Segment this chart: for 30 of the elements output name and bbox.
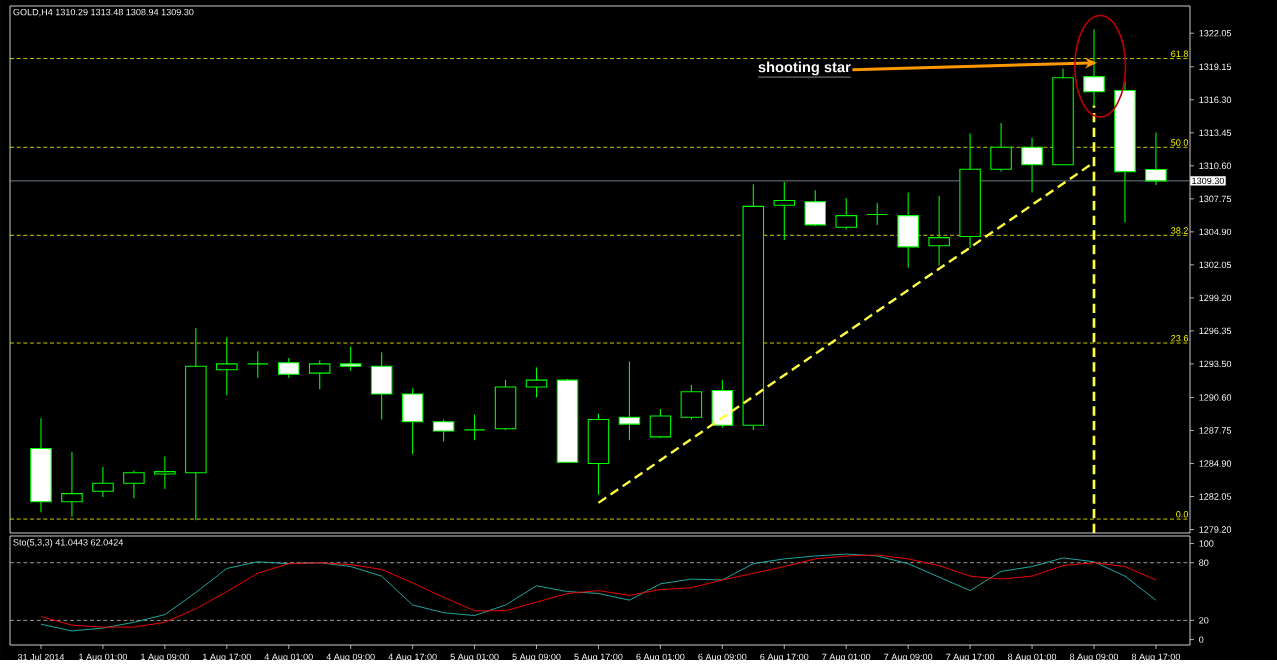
- y-tick-label: 1279.20: [1199, 526, 1232, 533]
- y-tick-label: 1293.50: [1199, 360, 1232, 367]
- ref-line-label: 1309.30: [1192, 177, 1225, 184]
- annotation: 0.0: [1176, 510, 1189, 518]
- annotation: 50.0: [1171, 139, 1189, 146]
- y-tick-label: 1282.05: [1199, 493, 1232, 500]
- annotation: 23.6: [1171, 334, 1188, 342]
- chart-title: Sto(5,3,3) 41.0443 62.0424: [13, 538, 124, 548]
- y-tick-label: 100: [1199, 540, 1214, 547]
- y-tick-label: 20: [1199, 617, 1209, 624]
- y-tick-label: 0: [1199, 636, 1204, 643]
- y-tick-label: 1307.75: [1199, 195, 1232, 202]
- y-tick-label: 1313.45: [1199, 129, 1232, 136]
- y-tick-label: 1302.05: [1199, 261, 1232, 268]
- annotation: shooting star: [758, 61, 851, 76]
- y-tick-label: 1290.60: [1199, 394, 1232, 401]
- y-tick-label: 1316.30: [1199, 96, 1232, 103]
- y-tick-label: 1287.75: [1199, 427, 1232, 434]
- chart-title: GOLD,H4 1310.29 1313.48 1308.94 1309.30: [13, 8, 194, 17]
- x-tick-label: 31 Jul 2014: [17, 653, 65, 661]
- y-tick-label: 1304.90: [1199, 228, 1232, 235]
- y-tick-label: 1299.20: [1199, 294, 1232, 301]
- annotation: 61.8: [1171, 50, 1189, 57]
- y-tick-label: 1310.60: [1199, 162, 1232, 169]
- y-tick-label: 1296.35: [1199, 327, 1232, 334]
- y-tick-label: 1322.05: [1199, 29, 1232, 37]
- y-tick-label: 1319.15: [1199, 63, 1232, 70]
- annotation: 38.2: [1171, 227, 1188, 234]
- y-tick-label: 80: [1199, 559, 1209, 566]
- y-tick-label: 1284.90: [1199, 460, 1232, 467]
